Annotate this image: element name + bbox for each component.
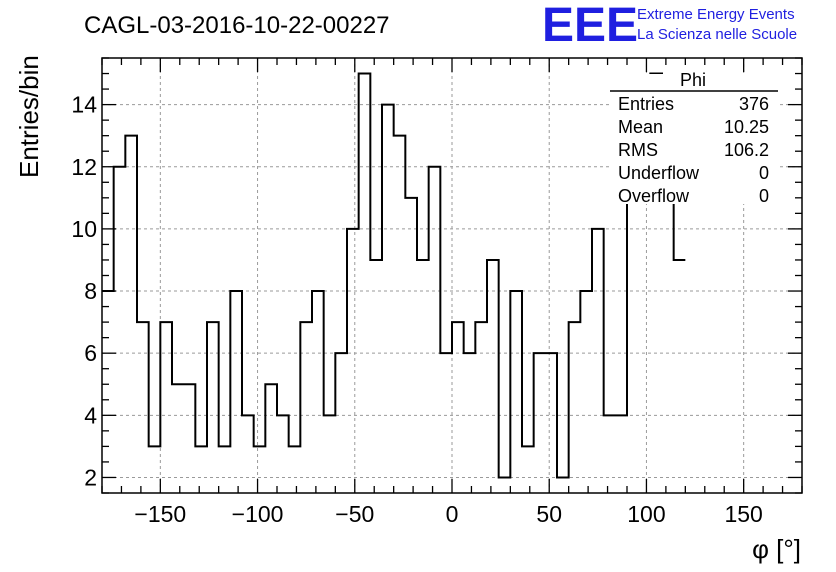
histogram-bin (475, 322, 487, 493)
stats-label-overflow: Overflow (618, 186, 690, 206)
histogram-bin (289, 446, 301, 493)
histogram-bin (417, 260, 429, 493)
histogram-bin (230, 291, 242, 493)
histogram-bin (149, 446, 161, 493)
histogram-bin (242, 415, 254, 493)
y-axis-label: Entries/bin (14, 55, 44, 178)
histogram-bin (114, 167, 126, 493)
stats-value-rms: 106.2 (724, 140, 769, 160)
stats-title: Phi (680, 70, 706, 90)
histogram-bin (662, 198, 674, 493)
y-tick-label: 2 (84, 464, 97, 490)
histogram-bin (639, 167, 651, 493)
stats-box-background (610, 74, 778, 204)
histogram-bin (580, 291, 592, 493)
histogram-bin (335, 353, 347, 493)
histogram-bin (347, 229, 359, 493)
x-tick-label: −100 (232, 501, 284, 527)
y-tick-label: 10 (71, 216, 97, 242)
histogram-bin (207, 322, 219, 493)
eee-logo-letters: EEE (542, 0, 638, 52)
histogram-bin (277, 415, 289, 493)
stats-label-underflow: Underflow (618, 163, 700, 183)
stats-value-mean: 10.25 (724, 117, 769, 137)
histogram-bin (195, 446, 207, 493)
x-tick-label: 150 (724, 501, 762, 527)
stats-box: Phi Entries 376 Mean 10.25 RMS 106.2 Und… (610, 70, 778, 206)
histogram-bin (394, 136, 406, 493)
histogram-bin (324, 415, 336, 493)
histogram-bin (464, 353, 476, 493)
stats-value-overflow: 0 (759, 186, 769, 206)
stats-label-entries: Entries (618, 94, 674, 114)
histogram-bin (184, 384, 196, 493)
stats-label-mean: Mean (618, 117, 663, 137)
histogram-line (102, 72, 686, 479)
histogram-bin (265, 384, 277, 493)
histogram-bin (370, 260, 382, 493)
histogram-bin (592, 229, 604, 493)
histogram-bin (312, 291, 324, 493)
histogram-steps (102, 72, 686, 493)
histogram-bin (545, 353, 557, 493)
chart-title: CAGL-03-2016-10-22-00227 (84, 12, 390, 39)
logo-line-2: La Scienza nelle Scuole (637, 26, 797, 43)
histogram-bin (452, 322, 464, 493)
histogram-bin (102, 291, 114, 493)
x-tick-label: −150 (134, 501, 186, 527)
x-tick-label: 0 (446, 501, 459, 527)
x-tick-label: 50 (536, 501, 562, 527)
y-tick-label: 8 (84, 278, 97, 304)
y-tick-label: 4 (84, 402, 97, 428)
y-tick-label: 14 (71, 92, 97, 118)
x-tick-label: −50 (335, 501, 374, 527)
logo-line-1: Extreme Energy Events (637, 6, 795, 23)
histogram-bin (510, 291, 522, 493)
histogram-bin (499, 477, 511, 493)
y-tick-label: 6 (84, 340, 97, 366)
histogram-bin (125, 136, 137, 493)
histogram-bin (137, 322, 149, 493)
stats-value-underflow: 0 (759, 163, 769, 183)
histogram-bin (300, 322, 312, 493)
histogram-bin (557, 477, 569, 493)
histogram-bin (522, 446, 534, 493)
histogram-bin (254, 446, 266, 493)
stats-value-entries: 376 (739, 94, 769, 114)
histogram-bin (604, 415, 616, 493)
stats-label-rms: RMS (618, 140, 658, 160)
tick-labels: −150 −100 −50 0 50 100 150 2 4 6 8 10 12 14 (71, 92, 762, 527)
histogram-bin (219, 446, 231, 493)
x-axis-label: φ [°] (752, 534, 801, 564)
histogram-bin (172, 384, 184, 493)
histogram-bin (160, 322, 172, 493)
axes (101, 57, 803, 494)
histogram-bin (487, 260, 499, 493)
y-tick-label: 12 (71, 154, 97, 180)
histogram-bin (615, 415, 627, 493)
histogram-bin (382, 105, 394, 493)
histogram-bin (429, 167, 441, 493)
x-tick-label: 100 (627, 501, 665, 527)
eee-logo: EEE Extreme Energy Events La Scienza nel… (542, 0, 797, 52)
histogram-bin (405, 198, 417, 493)
histogram-bin (534, 353, 546, 493)
histogram-bin (359, 74, 371, 493)
histogram-bin (440, 353, 452, 493)
histogram-bin (569, 322, 581, 493)
histogram-bin (674, 260, 686, 493)
